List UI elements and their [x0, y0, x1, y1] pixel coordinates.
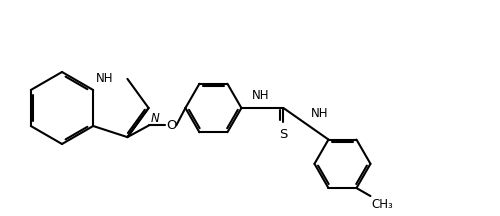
Text: N: N: [150, 112, 160, 125]
Text: O: O: [166, 119, 176, 132]
Text: CH₃: CH₃: [372, 198, 393, 211]
Text: NH: NH: [252, 89, 269, 102]
Text: S: S: [279, 128, 287, 141]
Text: NH: NH: [311, 107, 328, 120]
Text: NH: NH: [96, 72, 114, 85]
